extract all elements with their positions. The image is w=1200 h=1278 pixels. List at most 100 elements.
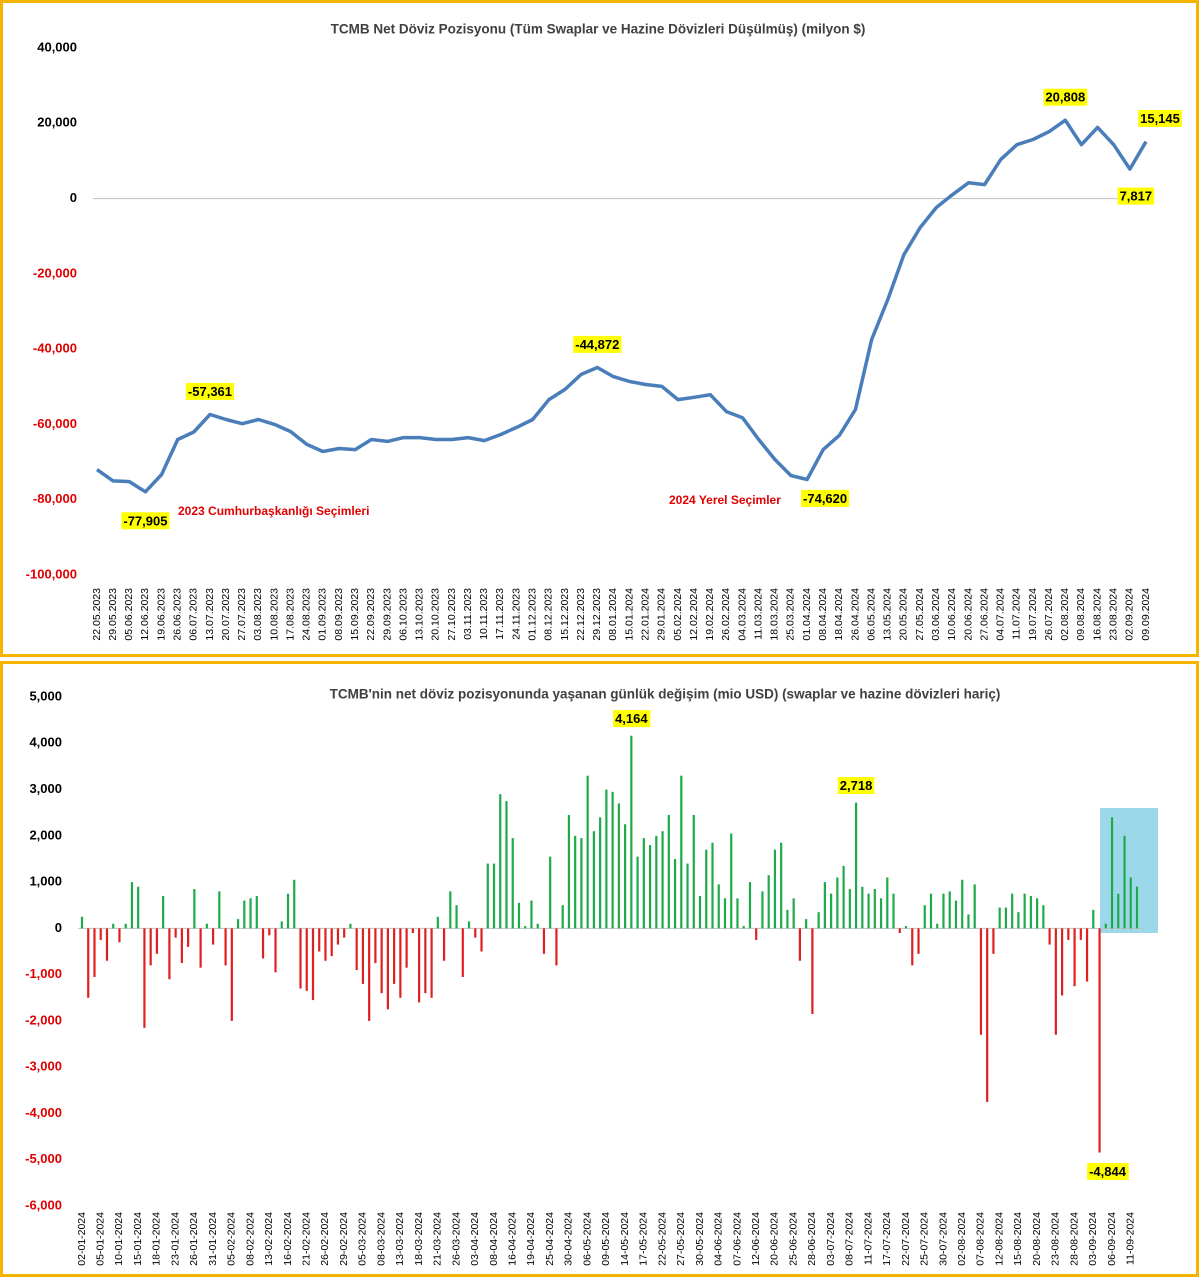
bar bbox=[530, 900, 533, 929]
bar bbox=[730, 833, 733, 929]
bar bbox=[723, 898, 727, 929]
bar bbox=[511, 838, 514, 929]
y-tick-label: 0 bbox=[70, 190, 77, 205]
x-tick-label: 01.04.2024 bbox=[801, 588, 813, 641]
x-tick-label: 08.12.2023 bbox=[543, 588, 555, 641]
x-tick-label: 26-01-2024 bbox=[188, 1212, 200, 1266]
bar bbox=[742, 926, 745, 929]
highlight-box bbox=[1100, 808, 1158, 933]
bar bbox=[929, 893, 933, 929]
bar bbox=[673, 858, 677, 929]
bar bbox=[736, 898, 739, 929]
bar bbox=[561, 905, 564, 929]
bar bbox=[811, 928, 814, 1014]
bar bbox=[867, 893, 870, 929]
bar bbox=[505, 801, 508, 929]
data-label: 20,808 bbox=[1045, 90, 1085, 105]
x-tick-label: 09-05-2024 bbox=[600, 1212, 612, 1266]
y-tick-label: -20,000 bbox=[33, 265, 77, 280]
x-tick-label: 27-05-2024 bbox=[675, 1212, 687, 1266]
bar bbox=[605, 789, 608, 929]
label-highlight bbox=[1087, 1162, 1129, 1180]
bar bbox=[1073, 928, 1076, 987]
data-label: -4,844 bbox=[1089, 1164, 1127, 1179]
bar bbox=[998, 907, 1001, 929]
bar bbox=[1054, 928, 1057, 1035]
data-label: 4,164 bbox=[615, 711, 648, 726]
event-annotation: 2023 Cumhurbaşkanlığı Seçimleri bbox=[178, 504, 369, 518]
label-highlight bbox=[121, 512, 170, 530]
bar bbox=[480, 928, 483, 952]
bar bbox=[648, 845, 652, 929]
x-tick-label: 06-05-2024 bbox=[581, 1212, 593, 1266]
y-tick-label: -3,000 bbox=[25, 1059, 62, 1074]
x-tick-label: 09.08.2024 bbox=[1075, 588, 1087, 641]
bar bbox=[274, 928, 277, 973]
data-label: 2,718 bbox=[840, 778, 873, 793]
bar bbox=[168, 928, 171, 980]
bar bbox=[936, 923, 939, 929]
bar bbox=[961, 879, 964, 929]
x-tick-label: 22.09.2023 bbox=[365, 588, 377, 641]
x-tick-label: 03.06.2024 bbox=[930, 588, 942, 641]
bar bbox=[911, 928, 914, 966]
y-tick-label: -40,000 bbox=[33, 341, 77, 356]
label-highlight bbox=[573, 335, 622, 353]
bar bbox=[143, 928, 146, 1028]
label-highlight bbox=[613, 710, 651, 728]
bar bbox=[205, 923, 208, 929]
bar bbox=[399, 928, 402, 998]
x-tick-label: 10.06.2024 bbox=[946, 588, 958, 641]
x-tick-label: 18-03-2024 bbox=[413, 1212, 425, 1266]
x-tick-label: 08-03-2024 bbox=[375, 1212, 387, 1266]
bar bbox=[773, 849, 777, 929]
bar bbox=[230, 928, 233, 1021]
bar bbox=[368, 928, 371, 1021]
x-tick-label: 06.05.2024 bbox=[865, 588, 877, 641]
x-tick-label: 02.09.2024 bbox=[1124, 588, 1136, 641]
x-tick-label: 19.06.2023 bbox=[155, 588, 167, 641]
x-tick-label: 01.12.2023 bbox=[527, 588, 539, 641]
x-tick-label: 29.01.2024 bbox=[656, 588, 668, 641]
bar bbox=[455, 905, 458, 929]
chart-title: TCMB'nin net döviz pozisyonunda yaşanan … bbox=[330, 687, 1001, 702]
x-tick-label: 21-03-2024 bbox=[432, 1212, 444, 1266]
x-tick-label: 11.03.2024 bbox=[752, 588, 764, 640]
x-tick-label: 20-08-2024 bbox=[1031, 1212, 1043, 1266]
bar bbox=[224, 928, 227, 966]
x-tick-label: 06.10.2023 bbox=[397, 588, 409, 641]
bar bbox=[542, 928, 546, 954]
x-tick-label: 23-01-2024 bbox=[169, 1212, 181, 1266]
bar bbox=[549, 856, 552, 929]
y-tick-label: -5,000 bbox=[25, 1151, 62, 1166]
bar bbox=[686, 863, 689, 929]
bar bbox=[805, 919, 808, 929]
bar bbox=[761, 891, 764, 929]
bar bbox=[187, 928, 190, 947]
bar bbox=[211, 928, 215, 945]
bar bbox=[986, 928, 989, 1102]
bar bbox=[592, 831, 595, 929]
x-tick-label: 03-09-2024 bbox=[1087, 1212, 1099, 1266]
bar bbox=[193, 889, 196, 929]
bar bbox=[1023, 893, 1026, 929]
x-tick-label: 18-01-2024 bbox=[151, 1212, 163, 1266]
x-tick-label: 03.08.2023 bbox=[252, 588, 264, 641]
data-label: -44,872 bbox=[575, 337, 619, 352]
bar bbox=[517, 902, 521, 929]
bar bbox=[1067, 928, 1070, 940]
x-tick-label: 13-02-2024 bbox=[263, 1212, 275, 1266]
bar bbox=[792, 898, 795, 929]
bar bbox=[536, 923, 539, 929]
bar bbox=[661, 831, 664, 929]
bar bbox=[268, 928, 271, 936]
x-tick-label: 12-06-2024 bbox=[750, 1212, 762, 1266]
y-tick-label: 2,000 bbox=[29, 827, 62, 842]
x-tick-label: 20.06.2024 bbox=[962, 588, 974, 641]
bar bbox=[99, 928, 102, 940]
bar bbox=[873, 889, 876, 929]
bar bbox=[617, 803, 620, 929]
bar bbox=[624, 824, 627, 929]
bar bbox=[155, 928, 159, 954]
